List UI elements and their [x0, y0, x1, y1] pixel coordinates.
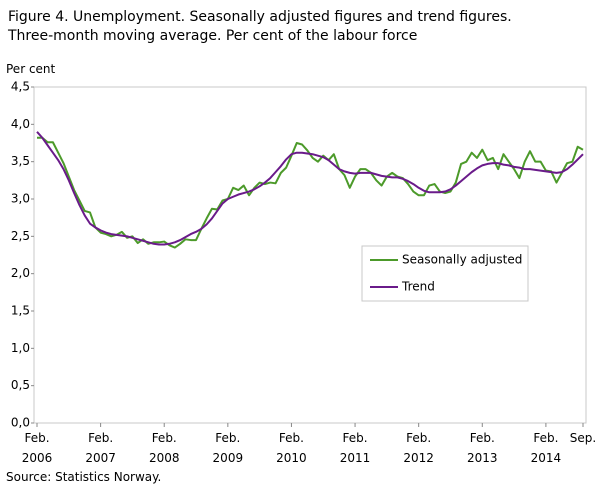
x-tick-label: Feb. 2011: [339, 431, 371, 465]
x-tick-label: Feb. 2007: [85, 431, 116, 465]
x-tick-label: Sep.: [569, 431, 597, 445]
y-tick-label: 1,0: [11, 341, 30, 355]
x-tick-label: Feb. 2008: [148, 431, 180, 465]
x-tick-label: Feb. 2009: [212, 431, 244, 465]
x-tick-label: Feb. 2010: [276, 431, 307, 465]
y-tick-label: 4,0: [11, 117, 30, 131]
x-tick-label: Feb. 2014: [530, 431, 562, 465]
chart-title: Figure 4. Unemployment. Seasonally adjus…: [8, 9, 512, 25]
legend-label: Trend: [401, 280, 435, 294]
plot-frame: [33, 86, 587, 424]
x-tick-label: Feb. 2013: [467, 431, 498, 465]
chart-subtitle: Three-month moving average. Per cent of …: [8, 28, 418, 44]
y-axis-label: Per cent: [6, 62, 56, 76]
x-tick-label: Feb. 2012: [403, 431, 434, 465]
series-line: [36, 131, 584, 246]
y-tick-label: 3,5: [11, 154, 30, 168]
y-tick-label: 2,5: [11, 229, 30, 243]
x-tick-label: Feb. 2006: [21, 431, 53, 465]
legend-box: [361, 245, 529, 302]
source: Source: Statistics Norway.: [6, 470, 162, 484]
y-tick-label: 3,0: [11, 192, 30, 206]
y-tick-label: 4,5: [11, 80, 30, 94]
y-tick-label: 0,5: [11, 378, 30, 392]
y-tick-label: 0,0: [11, 416, 30, 430]
legend-label: Seasonally adjusted: [402, 253, 522, 267]
y-tick-label: 2,0: [11, 266, 30, 280]
y-tick-label: 1,5: [11, 304, 30, 318]
